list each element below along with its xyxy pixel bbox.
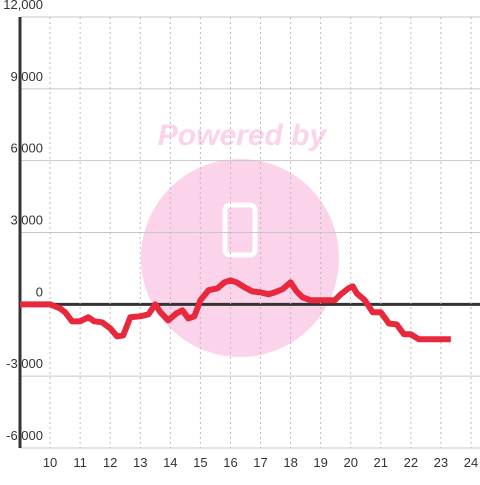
x-tick-label: 10 <box>43 455 57 470</box>
y-tick-label: -6,000 <box>6 428 43 443</box>
x-tick-label: 19 <box>313 455 327 470</box>
y-tick-label: -3,000 <box>6 356 43 371</box>
x-tick-label: 21 <box>374 455 388 470</box>
x-tick-label: 16 <box>223 455 237 470</box>
x-tick-label: 23 <box>434 455 448 470</box>
x-tick-label: 17 <box>253 455 267 470</box>
x-tick-label: 24 <box>464 455 478 470</box>
watermark-logo <box>222 202 258 258</box>
x-tick-label: 12 <box>103 455 117 470</box>
x-tick-label: 20 <box>343 455 357 470</box>
y-tick-label: 9,000 <box>10 69 43 84</box>
x-tick-label: 22 <box>404 455 418 470</box>
y-tick-label: 6,000 <box>10 141 43 156</box>
x-tick-label: 13 <box>133 455 147 470</box>
y-tick-label: 0 <box>36 284 43 299</box>
x-tick-label: 14 <box>163 455 177 470</box>
watermark-text: Powered by <box>158 119 328 152</box>
x-tick-label: 15 <box>193 455 207 470</box>
x-tick-label: 18 <box>283 455 297 470</box>
data-line <box>20 277 451 343</box>
y-tick-label: 3,000 <box>10 213 43 228</box>
watermark: Powered by <box>141 119 339 357</box>
y-tick-label: 12,000 <box>3 0 43 12</box>
watermark-circle <box>141 159 339 357</box>
x-tick-label: 11 <box>73 455 87 470</box>
